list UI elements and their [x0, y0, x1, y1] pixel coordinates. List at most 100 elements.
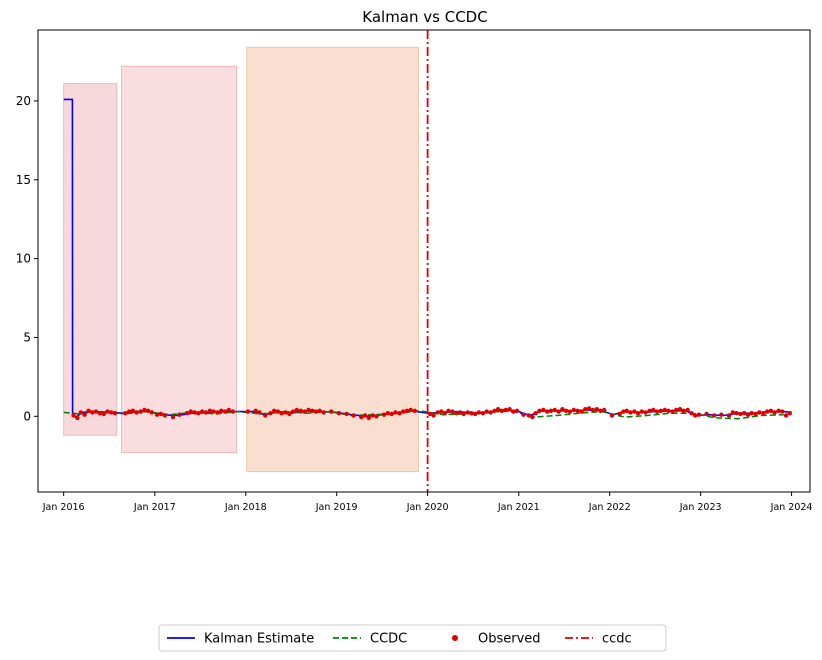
observed-point: [192, 410, 197, 415]
observed-point: [654, 409, 660, 414]
observed-point: [476, 410, 482, 415]
observed-point: [598, 408, 603, 413]
observed-point: [90, 410, 95, 415]
observed-point: [484, 409, 489, 414]
observed-point: [666, 408, 671, 413]
observed-point: [112, 411, 118, 416]
observed-point: [685, 407, 690, 413]
observed-point: [761, 411, 766, 416]
x-tick-label: Jan 2019: [315, 502, 358, 513]
x-tick-label: Jan 2016: [42, 502, 85, 513]
observed-point: [507, 407, 512, 412]
observed-point: [499, 408, 504, 413]
observed-point: [381, 412, 387, 417]
observed-point: [427, 411, 433, 417]
y-tick-label: 15: [16, 173, 31, 187]
observed-point: [681, 408, 686, 413]
observed-point: [245, 409, 251, 414]
observed-point: [469, 411, 474, 416]
y-tick-label: 5: [23, 330, 31, 344]
observed-point: [495, 407, 501, 412]
observed-point: [188, 409, 193, 414]
observed-point: [628, 410, 633, 415]
observed-point: [283, 410, 288, 415]
observed-point: [313, 409, 319, 414]
observed-point: [693, 413, 698, 418]
observed-point: [257, 410, 262, 415]
observed-point: [154, 412, 160, 417]
observed-point: [783, 413, 789, 418]
y-tick-label: 10: [16, 252, 31, 266]
observed-point: [351, 413, 356, 418]
observed-point: [290, 409, 296, 414]
observed-point: [138, 409, 143, 414]
observed-point: [677, 407, 683, 412]
observed-point: [211, 409, 216, 414]
observed-point: [533, 411, 538, 416]
observed-point: [207, 408, 213, 413]
observed-point: [317, 408, 322, 413]
observed-point: [177, 412, 182, 417]
x-tick-label: Jan 2021: [497, 502, 540, 513]
observed-point: [590, 407, 595, 413]
observed-point: [158, 411, 163, 417]
y-tick-label: 0: [23, 409, 31, 423]
observed-point: [639, 409, 644, 414]
observed-point: [552, 407, 557, 413]
observed-point: [287, 411, 292, 417]
observed-point: [200, 409, 205, 414]
shaded-region-2: [120, 65, 238, 454]
observed-point: [768, 408, 774, 413]
observed-point: [439, 409, 444, 414]
observed-point: [579, 409, 584, 414]
observed-point: [457, 410, 463, 415]
legend-marker-observed: [452, 635, 458, 641]
observed-point: [408, 407, 413, 413]
observed-point: [184, 411, 190, 416]
observed-point: [765, 409, 770, 414]
observed-point: [366, 415, 371, 421]
observed-point: [454, 411, 459, 416]
observed-point: [757, 410, 762, 415]
observed-point: [511, 409, 516, 414]
observed-point: [253, 408, 258, 413]
observed-point: [556, 409, 561, 414]
observed-point: [294, 407, 299, 413]
legend-label-3: Observed: [478, 632, 541, 647]
observed-point: [696, 412, 702, 417]
observed-point: [78, 410, 84, 415]
observed-point: [609, 413, 615, 418]
observed-point: [412, 408, 417, 413]
observed-point: [370, 413, 375, 418]
plot-frame: [37, 29, 811, 493]
observed-point: [226, 407, 231, 413]
observed-point: [142, 407, 147, 413]
observed-point: [643, 410, 648, 415]
observed-point: [93, 409, 99, 414]
observed-point: [461, 411, 466, 417]
observed-point: [632, 409, 637, 414]
observed-point: [310, 408, 315, 413]
observed-point: [514, 408, 520, 413]
observed-point: [170, 414, 176, 420]
observed-point: [149, 410, 154, 415]
observed-point: [263, 413, 268, 418]
observed-point: [719, 412, 724, 417]
observed-point: [344, 411, 349, 417]
observed-point: [82, 412, 87, 417]
series-layer: [63, 30, 792, 492]
x-tick-label: Jan 2022: [588, 502, 631, 513]
x-tick-label: Jan 2017: [133, 502, 176, 513]
shaded-region-1: [63, 83, 118, 436]
observed-point: [362, 413, 368, 418]
observed-point: [704, 411, 709, 417]
observed-point: [374, 414, 379, 419]
observed-point: [473, 411, 478, 417]
observed-point: [404, 408, 410, 413]
observed-point: [329, 409, 334, 414]
observed-point: [488, 410, 493, 415]
observed-point: [272, 408, 277, 413]
observed-point: [230, 409, 235, 414]
observed-point: [594, 407, 599, 412]
